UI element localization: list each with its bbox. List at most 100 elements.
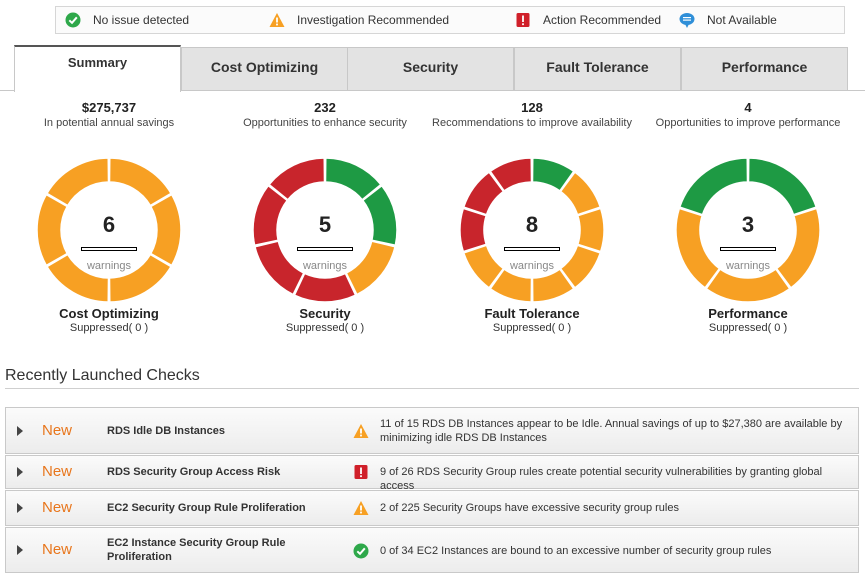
section-title: Recently Launched Checks	[5, 367, 200, 384]
category-name: Fault Tolerance	[484, 306, 580, 321]
expand-arrow-icon[interactable]	[17, 467, 23, 477]
suppressed-count[interactable]: Suppressed( 0 )	[492, 322, 572, 334]
warning-count: 3	[741, 212, 755, 237]
check-name: RDS Security Group Access Risk	[107, 466, 281, 478]
donut-segment-green	[531, 157, 575, 192]
category-fault-tolerance: Fault Tolerance Suppressed( 0 )	[442, 306, 622, 334]
count-underline	[297, 247, 353, 251]
check-row-ec2-instance-sg[interactable]: New EC2 Instance Security Group Rule Pro…	[5, 527, 859, 573]
metric-cost-optimizing: $275,737 In potential annual savings	[4, 100, 214, 130]
donut-ring	[459, 157, 605, 303]
category-performance: Performance Suppressed( 0 )	[658, 306, 838, 334]
suppressed-count[interactable]: Suppressed( 0 )	[69, 322, 149, 334]
new-badge: New	[42, 422, 73, 439]
donut-segment-red	[489, 157, 533, 192]
check-row-ec2-sg-proliferation[interactable]: New EC2 Security Group Rule Proliferatio…	[5, 490, 859, 526]
legend-label: No issue detected	[93, 13, 190, 27]
warning-triangle-icon	[353, 500, 369, 516]
green-check-icon	[65, 12, 81, 28]
donut-segment-red	[459, 207, 488, 253]
category-security: Security Suppressed( 0 )	[235, 306, 415, 334]
donut-segment-orange	[531, 268, 575, 303]
check-name: RDS Idle DB Instances	[107, 425, 225, 437]
category-cost-optimizing: Cost Optimizing Suppressed( 0 )	[19, 306, 199, 334]
expand-arrow-icon[interactable]	[17, 426, 23, 436]
warnings-label: warnings	[302, 260, 348, 272]
donut-ring	[36, 157, 182, 303]
tab-divider	[0, 90, 865, 91]
donut-segment-orange	[345, 240, 396, 296]
metric-description: In potential annual savings	[43, 117, 175, 129]
donut-cost-optimizing[interactable]: 6 warnings	[36, 157, 182, 303]
red-exclamation-icon	[515, 12, 531, 28]
donut-segment-red	[252, 184, 289, 247]
metric-description: Opportunities to enhance security	[243, 117, 407, 129]
check-name: EC2 Security Group Rule Proliferation	[107, 502, 306, 514]
category-name: Security	[299, 306, 351, 321]
donut-segment-orange	[149, 193, 182, 267]
tab-performance[interactable]: Performance	[681, 47, 848, 90]
warnings-label: warnings	[86, 260, 132, 272]
count-underline	[504, 247, 560, 251]
expand-arrow-icon[interactable]	[17, 545, 23, 555]
donut-performance[interactable]: 3 warnings	[675, 157, 821, 303]
check-description: 11 of 15 RDS DB Instances appear to be I…	[380, 418, 843, 444]
tab-summary[interactable]: Summary	[14, 45, 181, 92]
new-badge: New	[42, 499, 73, 516]
category-tabs: Summary Cost Optimizing Security Fault T…	[14, 45, 848, 92]
donut-segment-orange	[775, 207, 821, 289]
tab-security[interactable]: Security	[347, 47, 514, 90]
metric-value: 128	[521, 100, 543, 115]
suppressed-count[interactable]: Suppressed( 0 )	[285, 322, 365, 334]
section-divider	[5, 388, 859, 389]
donut-fault-tolerance[interactable]: 8 warnings	[459, 157, 605, 303]
legend-label: Action Recommended	[543, 13, 662, 27]
warning-count: 6	[102, 212, 116, 237]
check-row-rds-security-group[interactable]: New RDS Security Group Access Risk 9 of …	[5, 455, 859, 492]
donut-segment-orange	[45, 253, 110, 303]
warning-count: 8	[525, 212, 539, 237]
category-name: Cost Optimizing	[59, 306, 159, 321]
check-description: 2 of 225 Security Groups have excessive …	[380, 502, 679, 514]
donut-security[interactable]: 5 warnings	[252, 157, 398, 303]
speech-bubble-icon	[679, 12, 695, 28]
metric-performance: 4 Opportunities to improve performance	[643, 100, 853, 130]
status-legend: No issue detected Investigation Recommen…	[55, 6, 845, 34]
check-description: 9 of 26 RDS Security Group rules create …	[380, 466, 823, 492]
expand-arrow-icon[interactable]	[17, 503, 23, 513]
donut-segment-orange	[108, 157, 173, 207]
donut-segment-red	[254, 240, 305, 296]
donut-segment-orange	[45, 157, 110, 207]
suppressed-count[interactable]: Suppressed( 0 )	[708, 322, 788, 334]
donut-segment-red	[462, 171, 505, 216]
check-description: 0 of 34 EC2 Instances are bound to an ex…	[380, 545, 772, 557]
tab-cost-optimizing[interactable]: Cost Optimizing	[181, 47, 348, 90]
donut-ring	[252, 157, 398, 303]
legend-label: Not Available	[707, 13, 777, 27]
category-name: Performance	[708, 306, 788, 321]
donut-segment-green	[361, 184, 398, 247]
donut-segment-green	[747, 157, 818, 216]
donut-segment-orange	[462, 244, 505, 289]
donut-segment-orange	[559, 244, 602, 289]
donut-segment-orange	[675, 207, 721, 289]
donut-segment-orange	[705, 268, 791, 303]
warning-count: 5	[318, 212, 332, 237]
metric-description: Recommendations to improve availability	[432, 117, 632, 129]
new-badge: New	[42, 541, 73, 558]
metric-fault-tolerance: 128 Recommendations to improve availabil…	[427, 100, 637, 130]
warning-triangle-icon	[353, 423, 369, 439]
tab-fault-tolerance[interactable]: Fault Tolerance	[514, 47, 681, 90]
donut-segment-orange	[576, 207, 605, 253]
check-name: EC2 Instance Security Group Rule Prolife…	[107, 537, 286, 563]
check-row-rds-idle[interactable]: New RDS Idle DB Instances 11 of 15 RDS D…	[5, 407, 859, 454]
donut-ring	[675, 157, 821, 303]
legend-label: Investigation Recommended	[297, 13, 450, 27]
metric-value: 232	[314, 100, 336, 115]
donut-segment-green	[678, 157, 749, 216]
donut-segment-red	[293, 272, 357, 303]
count-underline	[81, 247, 137, 251]
count-underline	[720, 247, 776, 251]
donut-segment-red	[268, 157, 326, 201]
donut-segment-green	[324, 157, 382, 201]
